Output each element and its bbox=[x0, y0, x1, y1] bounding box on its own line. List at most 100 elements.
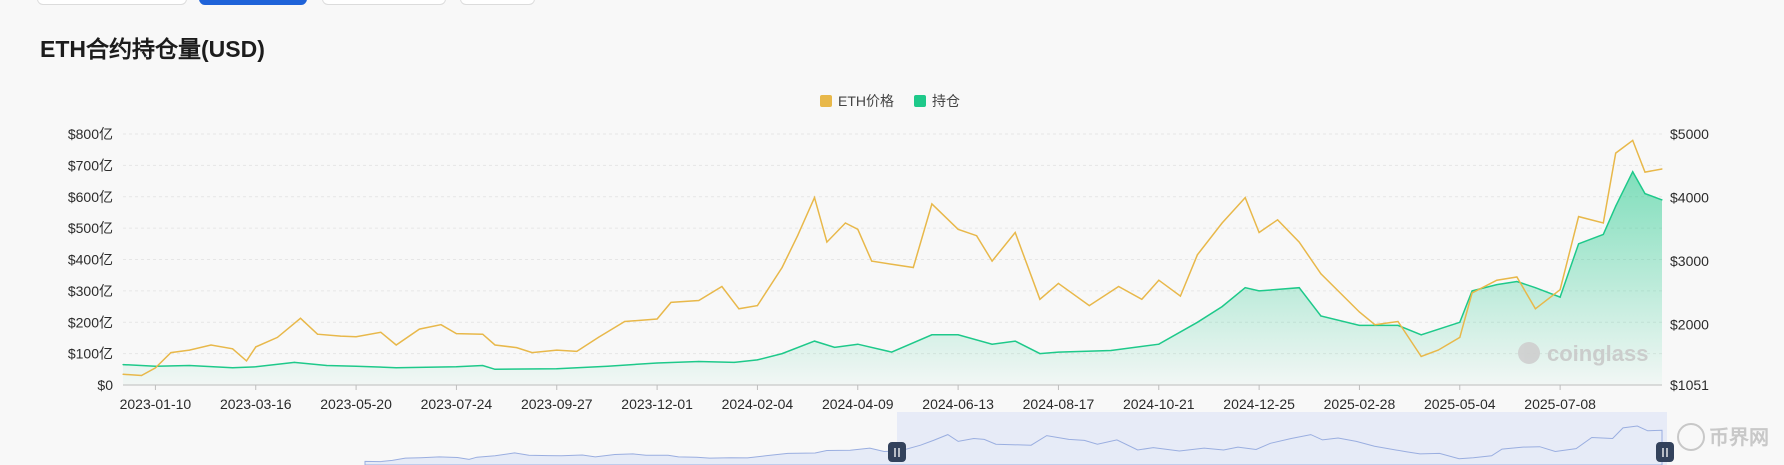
point-eth-price bbox=[656, 318, 658, 320]
point-eth-price bbox=[1244, 196, 1246, 199]
point-open-interest bbox=[1397, 324, 1399, 326]
point-open-interest bbox=[494, 368, 496, 370]
point-open-interest bbox=[255, 366, 257, 368]
navigator-series bbox=[364, 425, 1663, 465]
point-eth-price bbox=[1320, 273, 1322, 275]
point-eth-price bbox=[1578, 216, 1580, 218]
point-eth-price bbox=[210, 344, 212, 346]
point-eth-price bbox=[316, 333, 319, 335]
point-eth-price bbox=[1471, 292, 1473, 294]
area-layer bbox=[123, 171, 1662, 385]
legend[interactable]: ETH价格 持仓 bbox=[820, 93, 960, 109]
point-open-interest bbox=[957, 334, 959, 336]
point-open-interest bbox=[931, 334, 933, 336]
point-open-interest bbox=[1632, 171, 1634, 173]
y-right-tick-label: $1051 bbox=[1670, 377, 1709, 393]
point-eth-price bbox=[1221, 222, 1223, 224]
legend-label[interactable]: ETH价格 bbox=[838, 93, 894, 109]
y-left-tick-label: $300亿 bbox=[68, 283, 113, 299]
point-eth-price bbox=[796, 235, 799, 237]
point-eth-price bbox=[1118, 285, 1120, 288]
point-eth-price bbox=[1179, 295, 1181, 297]
point-eth-price bbox=[1459, 336, 1461, 338]
x-tick-label: 2024-04-09 bbox=[822, 396, 894, 412]
navigator-left-handle[interactable] bbox=[888, 442, 906, 462]
point-eth-price bbox=[1039, 298, 1041, 300]
point-eth-price bbox=[1496, 279, 1498, 281]
point-eth-price bbox=[1158, 279, 1160, 281]
point-eth-price bbox=[1534, 308, 1537, 310]
series-line-eth-price[interactable] bbox=[122, 139, 1663, 377]
legend-swatch[interactable] bbox=[914, 95, 926, 107]
point-open-interest bbox=[1420, 334, 1422, 336]
point-eth-price bbox=[1397, 320, 1399, 323]
series-area-open-interest bbox=[123, 171, 1662, 385]
point-eth-price bbox=[576, 350, 578, 352]
x-tick-label: 2023-12-01 bbox=[621, 396, 693, 412]
coinglass-watermark-text: coinglass bbox=[1547, 341, 1648, 366]
point-open-interest bbox=[733, 361, 735, 364]
point-eth-price bbox=[188, 349, 190, 351]
point-eth-price bbox=[1057, 282, 1060, 284]
x-tick-label: 2024-08-17 bbox=[1023, 396, 1095, 412]
point-eth-price bbox=[1088, 305, 1090, 307]
point-eth-price bbox=[418, 328, 420, 330]
point-eth-price bbox=[380, 331, 382, 333]
point-open-interest bbox=[607, 365, 609, 367]
legend-swatch[interactable] bbox=[820, 95, 832, 107]
point-open-interest bbox=[1516, 280, 1518, 283]
point-eth-price bbox=[1258, 231, 1260, 234]
point-eth-price bbox=[857, 228, 859, 230]
point-eth-price bbox=[494, 344, 496, 346]
x-tick-label: 2023-07-24 bbox=[421, 396, 493, 412]
point-eth-price bbox=[781, 266, 783, 269]
legend-label[interactable]: 持仓 bbox=[932, 93, 960, 109]
point-eth-price bbox=[1277, 219, 1279, 221]
handle-grip-icon bbox=[894, 448, 1668, 457]
point-eth-price bbox=[991, 260, 993, 262]
point-open-interest bbox=[1578, 243, 1580, 245]
point-open-interest bbox=[293, 361, 295, 364]
y-right-tick-label: $2000 bbox=[1670, 317, 1709, 333]
y-left-tick-label: $200亿 bbox=[68, 314, 113, 330]
point-eth-price bbox=[455, 332, 458, 335]
x-tick-label: 2023-09-27 bbox=[521, 396, 593, 412]
point-eth-price bbox=[1374, 324, 1376, 326]
navigator[interactable] bbox=[364, 412, 1674, 465]
page-title: ETH合约持仓量(USD) bbox=[40, 36, 265, 62]
point-eth-price bbox=[245, 360, 248, 362]
point-eth-price bbox=[844, 222, 847, 224]
site-watermark-text: 币界网 bbox=[1709, 426, 1769, 449]
axis-layer: $0 $100亿 $200亿 $300亿 $400亿 $500亿 $600亿 $700亿 $80… bbox=[68, 126, 1709, 412]
point-open-interest bbox=[1534, 287, 1537, 289]
point-eth-price bbox=[231, 348, 234, 350]
x-tick-label: 2025-07-08 bbox=[1524, 396, 1596, 412]
point-open-interest bbox=[455, 366, 458, 368]
point-eth-price bbox=[122, 373, 124, 375]
point-open-interest bbox=[698, 360, 700, 363]
series-line-open-interest[interactable] bbox=[122, 170, 1663, 371]
point-eth-price bbox=[891, 263, 893, 265]
point-eth-price bbox=[140, 374, 143, 377]
point-eth-price bbox=[299, 317, 302, 319]
point-eth-price bbox=[957, 228, 959, 230]
point-eth-price bbox=[1358, 311, 1361, 313]
point-open-interest bbox=[556, 368, 558, 370]
point-eth-price bbox=[756, 305, 759, 307]
point-open-interest bbox=[231, 367, 234, 369]
x-tick-label: 2024-02-04 bbox=[722, 396, 794, 412]
coinglass-watermark: coinglass bbox=[1518, 341, 1648, 366]
point-eth-price bbox=[1602, 222, 1604, 224]
grid bbox=[123, 133, 1662, 355]
point-eth-price bbox=[1298, 241, 1300, 243]
x-tick-label: 2025-05-04 bbox=[1424, 396, 1496, 412]
point-open-interest bbox=[1258, 290, 1260, 292]
navigator-right-handle[interactable] bbox=[1656, 442, 1674, 462]
point-eth-price bbox=[1516, 276, 1518, 278]
point-open-interest bbox=[1661, 199, 1663, 201]
site-watermark: 币界网 bbox=[1677, 423, 1769, 451]
point-open-interest bbox=[1014, 340, 1016, 342]
y-right-tick-label: $4000 bbox=[1670, 190, 1709, 206]
point-open-interest bbox=[1221, 305, 1223, 308]
point-eth-price bbox=[1420, 355, 1422, 358]
